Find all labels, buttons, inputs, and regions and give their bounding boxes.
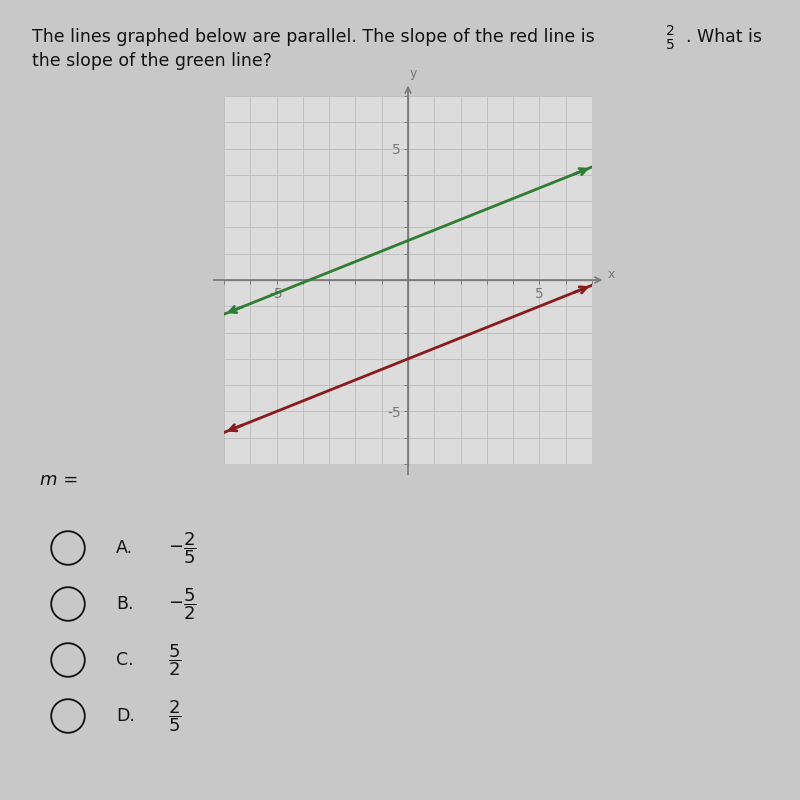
Text: C.: C.	[116, 651, 134, 669]
Text: 5: 5	[666, 38, 674, 53]
Text: . What is: . What is	[686, 28, 762, 46]
Text: A.: A.	[116, 539, 133, 557]
Text: x: x	[608, 268, 615, 282]
Text: y: y	[410, 67, 417, 80]
Text: the slope of the green line?: the slope of the green line?	[32, 52, 272, 70]
Text: B.: B.	[116, 595, 134, 613]
Text: $\dfrac{2}{5}$: $\dfrac{2}{5}$	[168, 698, 182, 734]
Text: $-\dfrac{2}{5}$: $-\dfrac{2}{5}$	[168, 530, 197, 566]
Text: 2: 2	[666, 24, 674, 38]
Text: m =: m =	[40, 471, 78, 489]
Text: $-\dfrac{5}{2}$: $-\dfrac{5}{2}$	[168, 586, 197, 622]
Text: D.: D.	[116, 707, 135, 725]
Text: $\dfrac{5}{2}$: $\dfrac{5}{2}$	[168, 642, 182, 678]
Text: The lines graphed below are parallel. The slope of the red line is: The lines graphed below are parallel. Th…	[32, 28, 600, 46]
